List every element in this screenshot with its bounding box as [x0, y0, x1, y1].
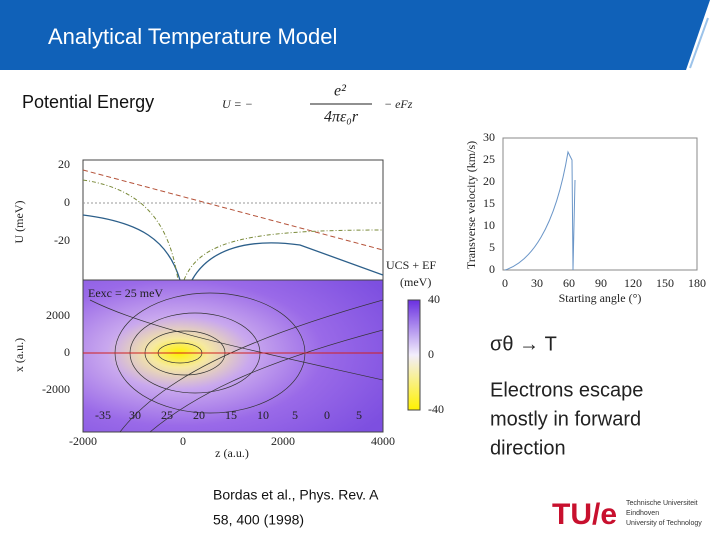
y-tick-label: 10 — [483, 218, 495, 232]
x-tick-label: 150 — [656, 276, 674, 290]
velocity-curve — [504, 150, 576, 271]
y-tick-label: 30 — [483, 130, 495, 144]
x-tick-label: 180 — [688, 276, 706, 290]
eq-tail: − eFz — [384, 97, 413, 111]
escape-note: mostly in forward — [490, 408, 641, 430]
contour-label: -35 — [95, 408, 111, 422]
reference: 58, 400 (1998) — [213, 512, 304, 528]
y-tick-label: 0 — [64, 195, 70, 209]
x-tick-label: 0 — [502, 276, 508, 290]
x-tick-label: 120 — [624, 276, 642, 290]
x-label: z (a.u.) — [215, 446, 249, 460]
potential-label: Potential Energy — [22, 92, 154, 112]
contour-label: 20 — [193, 408, 205, 422]
logo-mark: TU/e — [552, 498, 617, 531]
equation: U = − e² 4πε₀r − eFz — [222, 83, 413, 126]
y-tick-label: 5 — [489, 240, 495, 254]
eq-denominator: 4πε₀r — [324, 109, 359, 126]
x-tick-label: 30 — [531, 276, 543, 290]
x-tick-label: 4000 — [371, 434, 395, 448]
x-tick-label: 0 — [180, 434, 186, 448]
x-tick-label: -2000 — [69, 434, 97, 448]
contour-label: 15 — [225, 408, 237, 422]
escape-note: direction — [490, 437, 566, 459]
y-tick-label: 25 — [483, 152, 495, 166]
y-tick-label: 0 — [64, 345, 70, 359]
right-y-label: Transverse velocity (km/s) — [464, 141, 478, 269]
reference: Bordas et al., Phys. Rev. A — [213, 487, 379, 503]
bottom-panel — [82, 279, 384, 433]
logo-text: Eindhoven — [626, 510, 659, 517]
escape-note: Electrons escape — [490, 379, 643, 401]
header-bar — [0, 0, 710, 70]
top-y-label: U (meV) — [12, 201, 26, 244]
colorbar-label: UCS + EF — [386, 258, 436, 272]
x-tick-label: 90 — [595, 276, 607, 290]
sigma-note: σθ → T — [490, 333, 557, 355]
colorbar-tick-label: 0 — [428, 347, 434, 361]
right-x-label: Starting angle (°) — [559, 291, 642, 305]
contour-label: 10 — [257, 408, 269, 422]
y-tick-label: -20 — [54, 233, 70, 247]
colorbar-tick-label: -40 — [428, 402, 444, 416]
header-accent — [689, 17, 709, 69]
contour-label: 25 — [161, 408, 173, 422]
potential-curve-2 — [82, 179, 384, 281]
contour-label: 5 — [356, 408, 362, 422]
colorbar-label: (meV) — [400, 275, 431, 289]
contour-label: 5 — [292, 408, 298, 422]
logo-text: University of Technology — [626, 520, 702, 527]
y-tick-label: -2000 — [42, 382, 70, 396]
bottom-y-label: x (a.u.) — [12, 338, 26, 372]
contour-label: 0 — [324, 408, 330, 422]
y-tick-label: 0 — [489, 262, 495, 276]
y-tick-label: 15 — [483, 196, 495, 210]
y-tick-label: 20 — [58, 157, 70, 171]
energy-label: Eexc = 25 meV — [88, 286, 163, 300]
y-tick-label: 20 — [483, 174, 495, 188]
logo-text: Technische Universiteit — [626, 500, 698, 507]
contour-label: 30 — [129, 408, 141, 422]
colorbar — [407, 299, 421, 411]
eq-lhs: U = − — [222, 97, 253, 111]
x-tick-label: 2000 — [271, 434, 295, 448]
right-panel — [502, 137, 698, 271]
x-tick-label: 60 — [563, 276, 575, 290]
eq-numerator: e² — [334, 83, 347, 100]
top-panel — [82, 159, 384, 281]
colorbar-tick-label: 40 — [428, 292, 440, 306]
y-tick-label: 2000 — [46, 308, 70, 322]
field-line — [82, 169, 384, 251]
title: Analytical Temperature Model — [48, 24, 337, 49]
